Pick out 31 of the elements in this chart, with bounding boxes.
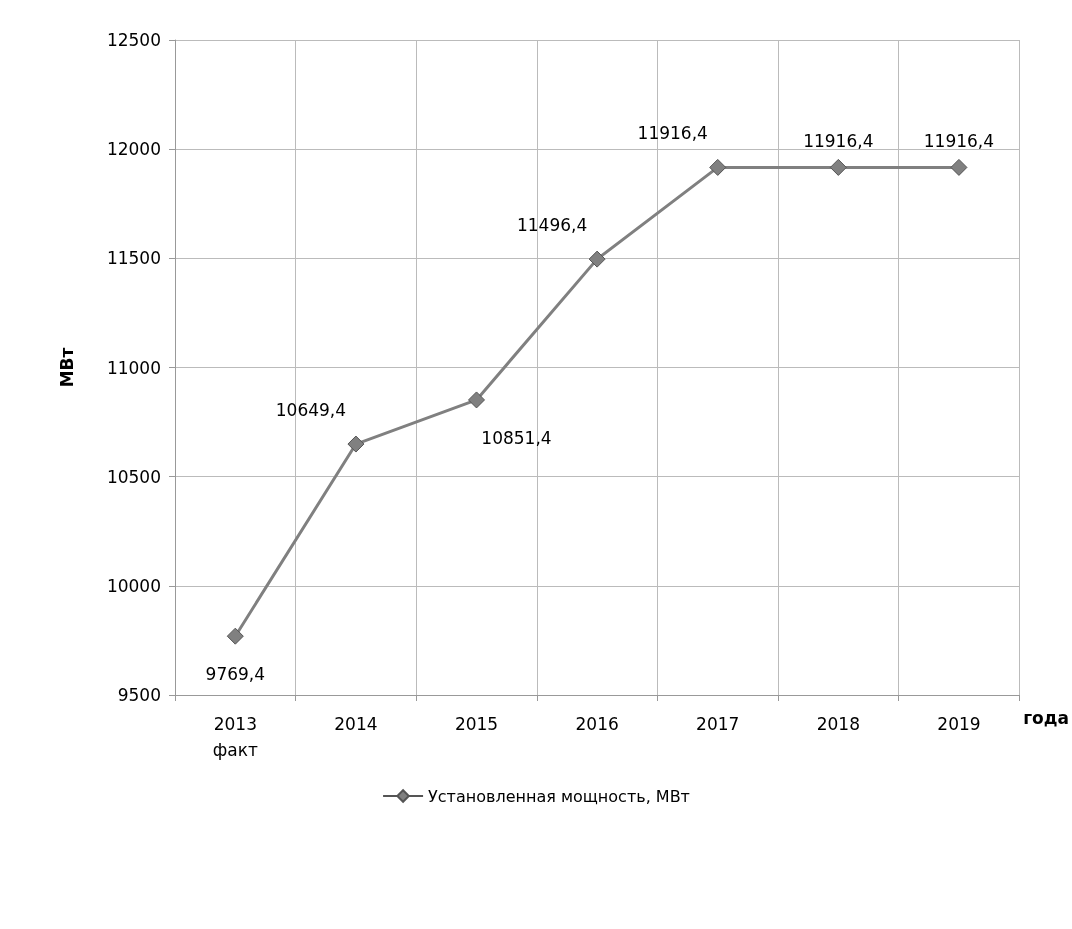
x-axis-title: года bbox=[1023, 707, 1069, 728]
legend-label: Установленная мощность, МВт bbox=[428, 786, 690, 806]
x-tick-label: 2018 bbox=[816, 714, 860, 734]
data-label: 9769,4 bbox=[205, 664, 266, 685]
y-tick-label: 10000 bbox=[106, 575, 161, 596]
y-tick-label: 9500 bbox=[117, 685, 161, 705]
point bbox=[709, 158, 727, 176]
x-tick-label: 2017 bbox=[696, 714, 740, 734]
y-tick-label: 12500 bbox=[106, 30, 161, 50]
data-label: 11916,4 bbox=[803, 131, 874, 152]
data-label: 11496,4 bbox=[516, 215, 588, 236]
x-tick-label: 2019 bbox=[937, 714, 981, 734]
y-tick-label: 12000 bbox=[106, 139, 161, 160]
x-tick-label: 2014 bbox=[334, 714, 378, 734]
x-tick-label: 2016 bbox=[575, 714, 619, 734]
y-tick-label: 10500 bbox=[106, 466, 161, 487]
x-tick-label: 2013 факт bbox=[212, 714, 258, 760]
data-label: 11916,4 bbox=[923, 131, 995, 152]
y-axis-title: МВт bbox=[56, 347, 77, 388]
data-label: 10649,4 bbox=[275, 400, 347, 421]
point bbox=[226, 627, 244, 645]
point bbox=[347, 435, 365, 453]
x-tick-label: 2015 bbox=[454, 714, 499, 734]
data-label: 10851,4 bbox=[481, 427, 552, 448]
point bbox=[588, 250, 606, 268]
data-label: 11916,4 bbox=[637, 123, 708, 144]
y-tick-label: 11500 bbox=[106, 248, 161, 269]
point bbox=[468, 391, 486, 409]
point bbox=[950, 158, 968, 176]
y-tick-label: 11000 bbox=[106, 357, 161, 378]
point bbox=[829, 158, 847, 176]
